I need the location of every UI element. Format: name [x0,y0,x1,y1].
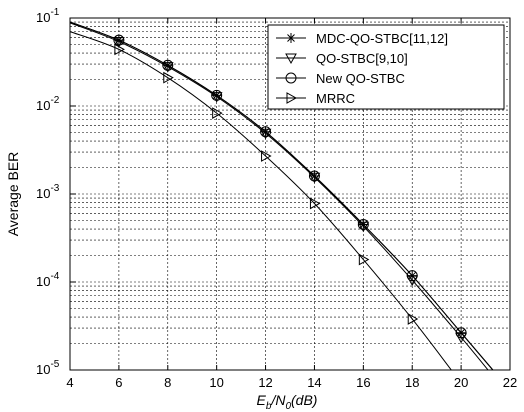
series-circle [69,21,494,371]
data-point [455,327,467,339]
x-tick-label: 6 [115,375,122,390]
y-tick-label: 10-1 [36,7,60,25]
x-tick-label: 14 [307,375,321,390]
y-tick-label: 10-5 [36,359,60,377]
legend-label: MRRC [316,91,355,106]
data-point [285,72,297,84]
data-point [113,34,125,46]
series-layer [69,21,494,371]
data-point [113,37,125,48]
legend-box [267,24,505,110]
legend-entry: MDC-QO-STBC[11,12] [276,31,448,46]
y-tick-label: 10-4 [36,271,60,289]
y-tick-label: 10-2 [36,95,60,113]
data-point [407,313,419,325]
series-line [69,21,494,371]
legend-entry: QO-STBC[9,10] [276,51,408,66]
legend-entry: New QO-STBC [276,71,405,86]
x-tick-label: 20 [454,375,468,390]
x-tick-label: 8 [164,375,171,390]
series-line [69,22,489,371]
series-line [69,31,452,371]
data-point [162,59,174,71]
data-point [260,126,272,138]
data-point [163,71,174,84]
data-point [357,219,369,231]
data-point [309,197,321,210]
legend-entry: MRRC [276,91,355,106]
legend-label: New QO-STBC [316,71,405,86]
data-point [286,33,296,43]
data-point [308,170,320,182]
x-tick-label: 12 [258,375,272,390]
x-tick-label: 16 [356,375,370,390]
data-point [358,253,370,266]
x-tick-label: 10 [209,375,223,390]
x-tick-label: 22 [503,375,517,390]
legend: MDC-QO-STBC[11,12] QO-STBC[9,10] New QO-ST… [267,24,505,110]
data-point [286,92,298,104]
y-tick-label: 10-3 [36,183,60,201]
data-point [406,270,418,282]
x-axis-label: Eb/N0(dB) [257,392,318,412]
data-point [261,150,272,162]
series-triangle-right [69,31,452,371]
data-point [211,89,223,101]
data-point [114,43,125,56]
legend-label: MDC-QO-STBC[11,12] [316,31,448,46]
data-point [285,53,297,65]
axis-ticks: 4 6 8 10 12 14 16 18 20 22 10-5 10-4 10-3 10-2 10-1 [36,7,517,390]
legend-label: QO-STBC[9,10] [316,51,408,66]
x-tick-label: 4 [66,375,73,390]
data-point [212,107,223,119]
x-tick-label: 18 [405,375,419,390]
y-axis-label: Average BER [5,152,21,237]
